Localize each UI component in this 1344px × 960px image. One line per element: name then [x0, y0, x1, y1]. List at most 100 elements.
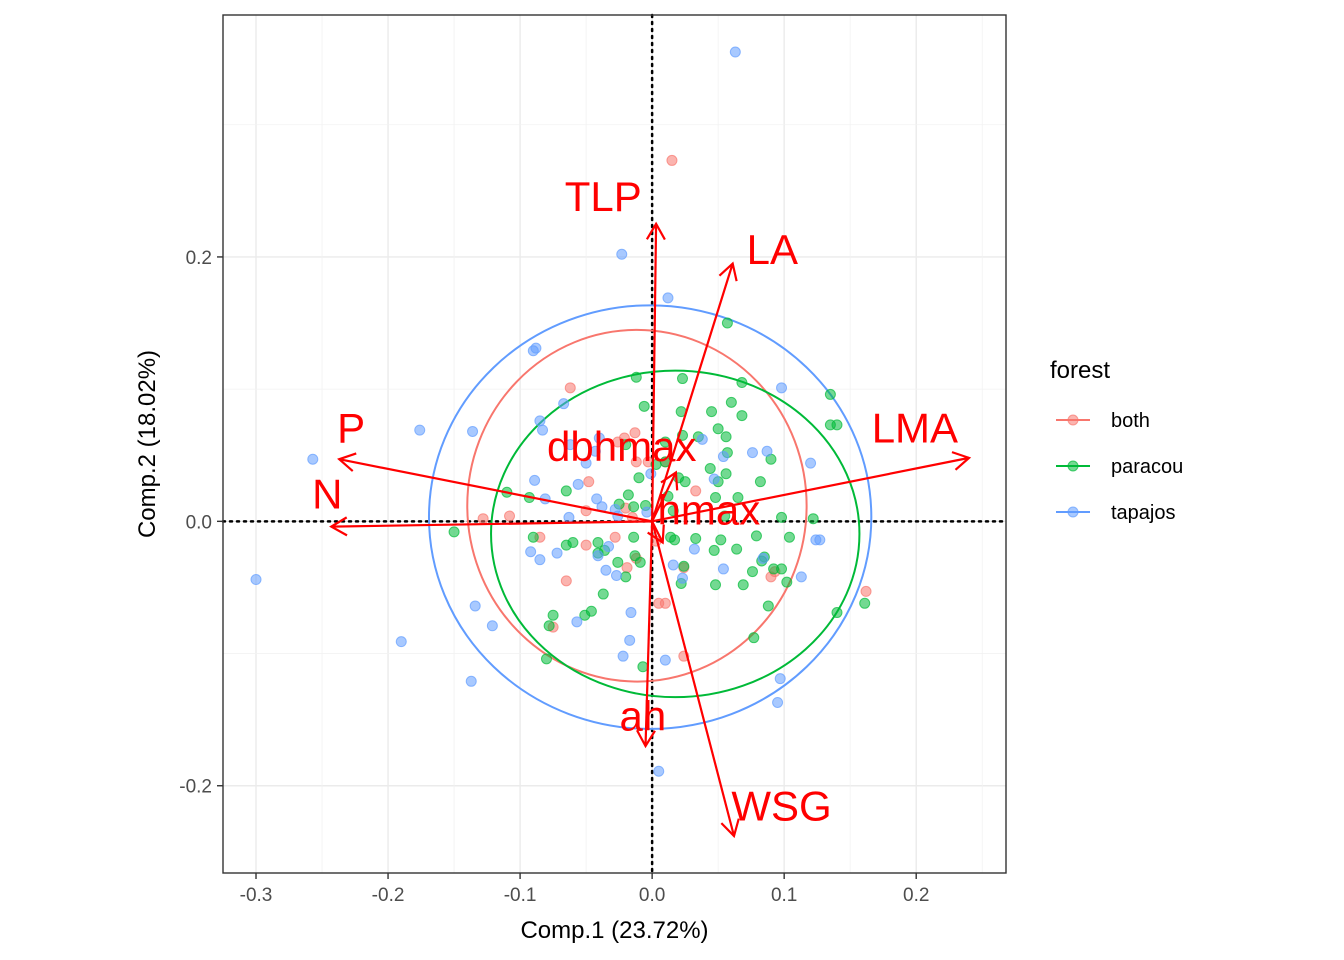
point-tapajos: [814, 534, 826, 546]
arrow-label-N: N: [312, 471, 342, 518]
point-paracou: [527, 531, 539, 543]
point-tapajos: [529, 474, 541, 486]
point-tapajos: [688, 543, 700, 555]
point-tapajos: [667, 559, 679, 571]
point-both: [477, 513, 489, 525]
point-tapajos: [527, 345, 539, 357]
arrow-label-dbhmax: dbhmax: [547, 423, 696, 470]
plot-panel-border: [222, 14, 1007, 874]
point-tapajos: [307, 453, 319, 465]
point-paracou: [719, 510, 731, 522]
point-paracou: [637, 661, 649, 673]
point-paracou: [750, 530, 762, 542]
point-both: [630, 456, 642, 468]
point-tapajos: [592, 550, 604, 562]
point-paracou: [831, 419, 843, 431]
point-both: [564, 382, 576, 394]
arrow-N: [331, 520, 653, 528]
point-tapajos: [696, 433, 708, 445]
point-paracou: [612, 556, 624, 568]
point-paracou: [737, 579, 749, 591]
arrowhead-TLP: [645, 221, 666, 241]
point-paracou: [783, 531, 795, 543]
y-tick-label: 0.2: [186, 248, 212, 269]
point-tapajos: [624, 634, 636, 646]
point-tapajos: [486, 620, 498, 632]
point-tapajos: [746, 447, 758, 459]
point-tapajos: [551, 547, 563, 559]
point-paracou: [630, 371, 642, 383]
point-tapajos: [805, 457, 817, 469]
point-paracou: [781, 576, 793, 588]
point-paracou: [540, 653, 552, 665]
point-paracou: [704, 462, 716, 474]
point-paracou: [628, 501, 640, 513]
point-tapajos: [564, 439, 576, 451]
ellipse-paracou: [490, 369, 861, 699]
point-tapajos: [717, 563, 729, 575]
point-tapajos: [465, 675, 477, 687]
point-tapajos: [534, 415, 546, 427]
point-paracou: [721, 317, 733, 329]
point-paracou: [622, 489, 634, 501]
arrow-label-ah: ah: [620, 693, 667, 740]
point-tapajos: [525, 546, 537, 558]
arrow-dbhmax: [651, 471, 677, 522]
point-both: [580, 539, 592, 551]
x-tick-label: -0.2: [372, 885, 405, 906]
arrow-label-WSG: WSG: [731, 783, 831, 830]
point-tapajos: [757, 552, 769, 564]
point-both: [583, 476, 595, 488]
point-paracou: [543, 620, 555, 632]
legend-label-both: both: [1111, 410, 1150, 432]
point-tapajos: [772, 696, 784, 708]
arrow-label-TLP: TLP: [565, 173, 642, 220]
point-paracou: [710, 579, 722, 591]
point-both: [609, 531, 621, 543]
y-axis-ticks: -0.2 0.0 0.2: [179, 248, 223, 798]
point-tapajos: [600, 564, 612, 576]
legend: forest both paracou tapajos: [1050, 357, 1183, 524]
point-paracou: [638, 400, 650, 412]
point-tapajos: [776, 382, 788, 394]
legend-title: forest: [1050, 357, 1110, 384]
point-tapajos: [677, 572, 689, 584]
point-paracou: [710, 492, 722, 504]
point-both: [621, 562, 633, 574]
point-tapajos: [414, 424, 426, 436]
arrow-label-LMA: LMA: [872, 405, 958, 452]
point-both: [560, 575, 572, 587]
arrow-WSG: [651, 521, 736, 837]
y-axis-title: Comp.2 (18.02%): [134, 350, 161, 538]
arrowhead-LMA: [951, 451, 972, 471]
point-paracou: [746, 566, 758, 578]
point-paracou: [679, 476, 691, 488]
arrow-label-P: P: [337, 405, 365, 452]
point-paracou: [748, 632, 760, 644]
point-paracou: [677, 373, 689, 385]
grid-lines: [223, 15, 1006, 873]
point-paracou: [859, 597, 871, 609]
arrow-ah: [644, 521, 654, 747]
point-both: [666, 154, 678, 166]
point-paracou: [762, 600, 774, 612]
point-paracou: [579, 609, 591, 621]
point-tapajos: [534, 554, 546, 566]
point-tapajos: [250, 574, 262, 586]
point-tapajos: [616, 248, 628, 260]
point-paracou: [592, 536, 604, 548]
point-paracou: [560, 539, 572, 551]
point-both: [504, 510, 516, 522]
point-paracou: [597, 588, 609, 600]
point-paracou: [732, 492, 744, 504]
point-tapajos: [717, 451, 729, 463]
point-paracou: [824, 388, 836, 400]
point-tapajos: [571, 616, 583, 628]
arrow-label-hmax: hmax: [658, 487, 761, 534]
point-paracou: [448, 526, 460, 538]
point-paracou: [706, 406, 718, 418]
point-tapajos: [395, 636, 407, 648]
legend-key-point-paracou: [1067, 460, 1079, 472]
point-paracou: [620, 439, 632, 451]
arrowhead-LA: [718, 261, 738, 282]
